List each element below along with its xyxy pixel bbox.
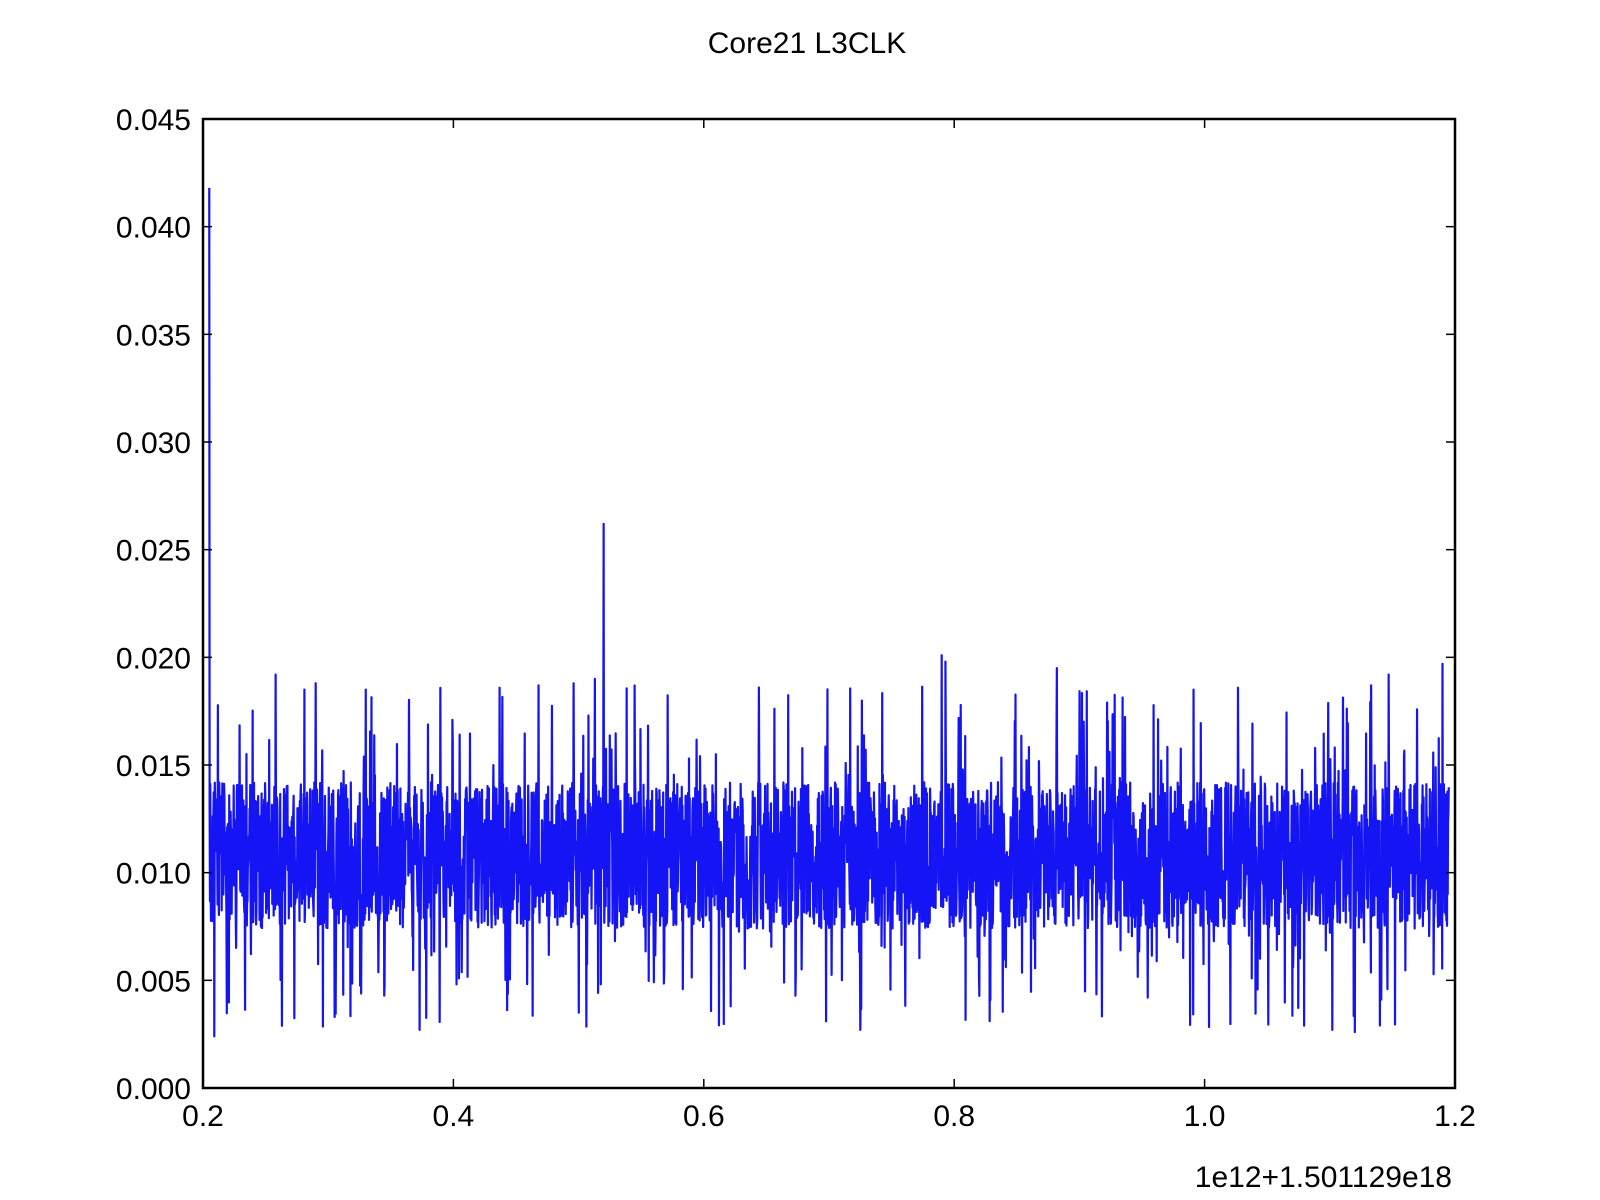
y-tick-label: 0.015 [116, 750, 191, 783]
plot-frame [201, 117, 1457, 1090]
y-tick-label: 0.035 [116, 319, 191, 352]
x-tick-label: 0.8 [933, 1100, 975, 1133]
y-tick-label: 0.025 [116, 535, 191, 568]
y-tick-label: 0.005 [116, 965, 191, 998]
series-line [208, 187, 1450, 1038]
x-tick-label: 0.4 [433, 1100, 475, 1133]
y-tick-label: 0.030 [116, 427, 191, 460]
tick-label-layer: 0.2 0.4 0.6 0.8 1.0 1.2 0.000 0.005 0.010 0.015 0.… [116, 104, 1476, 1133]
x-tick-label: 1.0 [1184, 1100, 1226, 1133]
x-tick-label: 1.2 [1434, 1100, 1476, 1133]
y-tick-label: 0.000 [116, 1073, 191, 1106]
x-tick-label: 0.6 [683, 1100, 725, 1133]
y-tick-label: 0.010 [116, 858, 191, 891]
x-tick-label: 0.2 [182, 1100, 224, 1133]
y-tick-label: 0.045 [116, 104, 191, 137]
y-tick-label: 0.040 [116, 212, 191, 245]
series-layer [208, 187, 1450, 1038]
chart-title: Core21 L3CLK [708, 27, 906, 60]
y-tick-label: 0.020 [116, 642, 191, 675]
x-offset-label: 1e12+1.501129e18 [1195, 1161, 1452, 1194]
